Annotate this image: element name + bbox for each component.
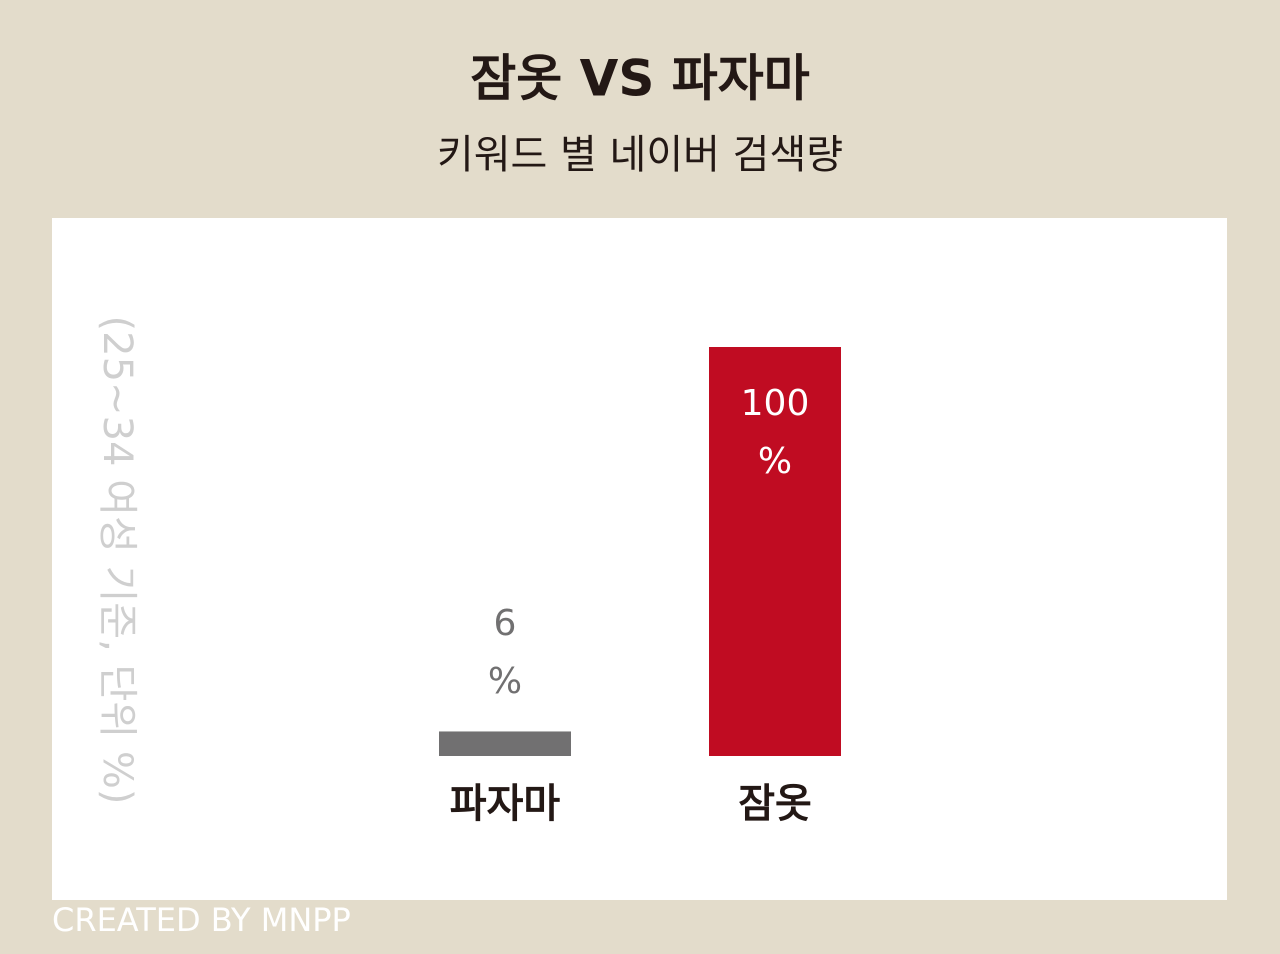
chart-subtitle: 키워드 별 네이버 검색량 — [437, 132, 843, 178]
x-tick-label: 파자마 — [450, 781, 561, 827]
plot-panel — [52, 218, 1227, 900]
value-label-box: 6 % — [487, 603, 523, 703]
value-label-box: 100 % — [740, 383, 810, 482]
bar — [709, 347, 841, 756]
value-label: 6 % — [487, 603, 523, 703]
credit: CREATED BY MNPP — [52, 901, 351, 939]
x-tick-label: 잠옷 — [738, 781, 812, 827]
bar — [439, 731, 571, 756]
y-axis-label: (25~34 여성 기준, 단위 %) — [94, 316, 140, 805]
value-label: 100 % — [740, 383, 810, 482]
chart-title: 잠옷 VS 파자마 — [470, 50, 810, 108]
